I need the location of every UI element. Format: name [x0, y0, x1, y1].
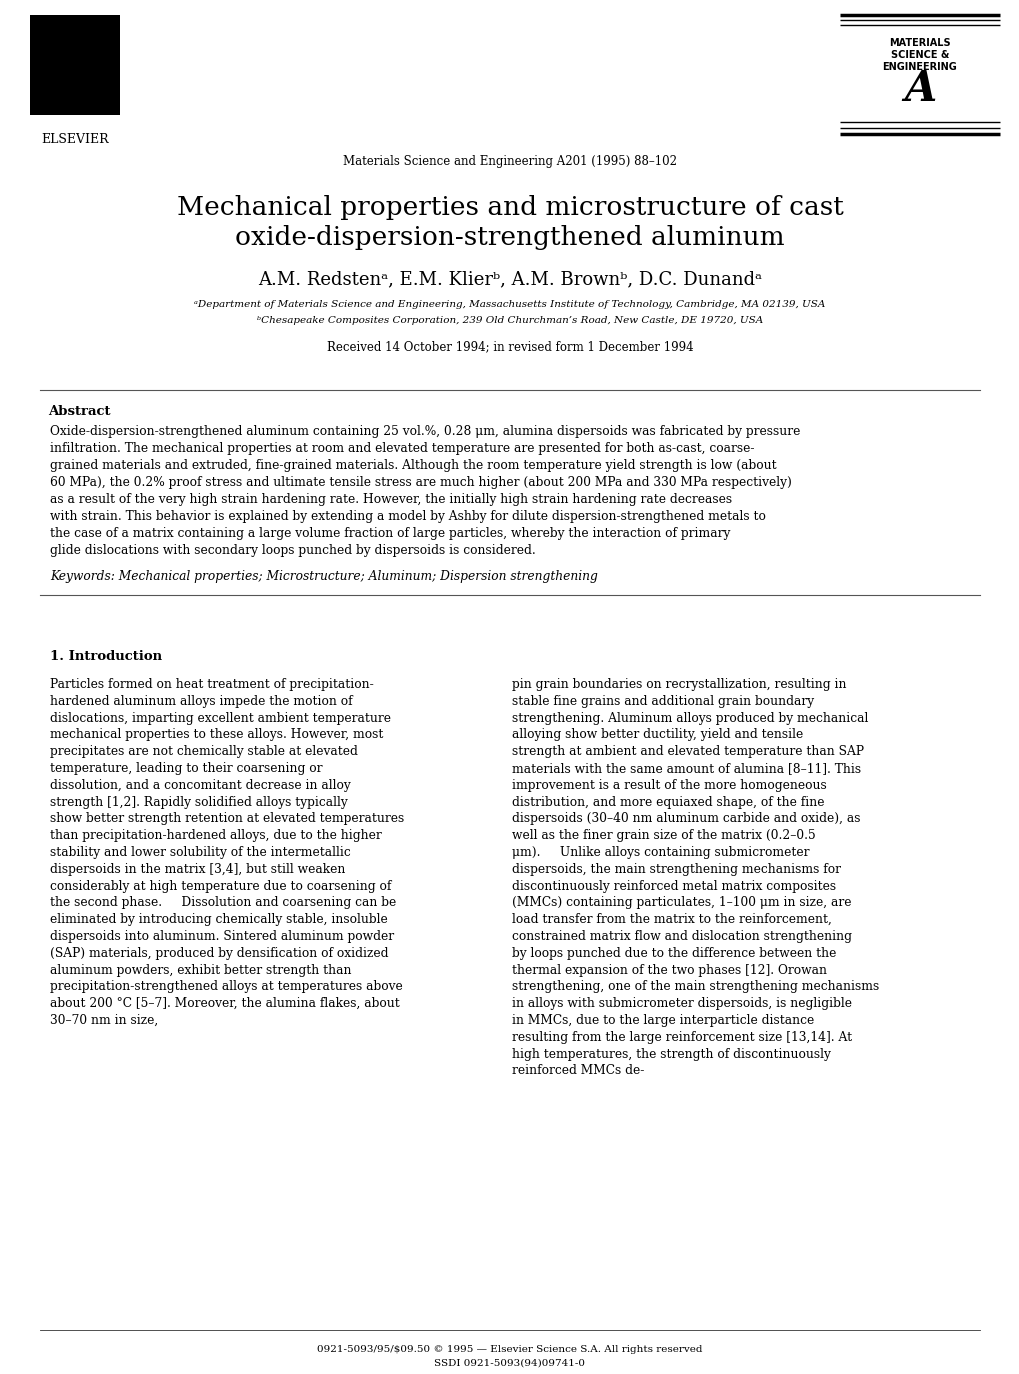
Text: Keywords: Mechanical properties; Microstructure; Aluminum; Dispersion strengthen: Keywords: Mechanical properties; Microst…	[50, 570, 597, 583]
Text: 1. Introduction: 1. Introduction	[50, 650, 162, 664]
Text: Materials Science and Engineering A201 (1995) 88–102: Materials Science and Engineering A201 (…	[342, 155, 677, 168]
Text: SSDI 0921-5093(94)09741-0: SSDI 0921-5093(94)09741-0	[434, 1359, 585, 1369]
Text: Particles formed on heat treatment of precipitation-
hardened aluminum alloys im: Particles formed on heat treatment of pr…	[50, 677, 404, 1026]
Text: pin grain boundaries on recrystallization, resulting in
stable fine grains and a: pin grain boundaries on recrystallizatio…	[512, 677, 878, 1077]
Text: MATERIALS: MATERIALS	[889, 38, 950, 48]
Text: A.M. Redstenᵃ, E.M. Klierᵇ, A.M. Brownᵇ, D.C. Dunandᵃ: A.M. Redstenᵃ, E.M. Klierᵇ, A.M. Brownᵇ,…	[258, 271, 761, 289]
Text: A: A	[903, 67, 935, 110]
Text: Mechanical properties and microstructure of cast: Mechanical properties and microstructure…	[176, 195, 843, 220]
Text: oxide-dispersion-strengthened aluminum: oxide-dispersion-strengthened aluminum	[235, 225, 784, 250]
Text: Received 14 October 1994; in revised form 1 December 1994: Received 14 October 1994; in revised for…	[326, 339, 693, 353]
Text: 0921-5093/95/$09.50 © 1995 — Elsevier Science S.A. All rights reserved: 0921-5093/95/$09.50 © 1995 — Elsevier Sc…	[317, 1345, 702, 1353]
Text: Oxide-dispersion-strengthened aluminum containing 25 vol.%, 0.28 μm, alumina dis: Oxide-dispersion-strengthened aluminum c…	[50, 425, 800, 556]
Text: ELSEVIER: ELSEVIER	[41, 133, 109, 146]
Bar	[30, 15, 120, 115]
Text: SCIENCE &: SCIENCE &	[890, 49, 949, 60]
Text: ᵇChesapeake Composites Corporation, 239 Old Churchman’s Road, New Castle, DE 197: ᵇChesapeake Composites Corporation, 239 …	[257, 316, 762, 326]
Text: Abstract: Abstract	[48, 405, 110, 418]
Text: ᵃDepartment of Materials Science and Engineering, Massachusetts Institute of Tec: ᵃDepartment of Materials Science and Eng…	[195, 300, 824, 309]
Text: ENGINEERING: ENGINEERING	[881, 62, 957, 71]
